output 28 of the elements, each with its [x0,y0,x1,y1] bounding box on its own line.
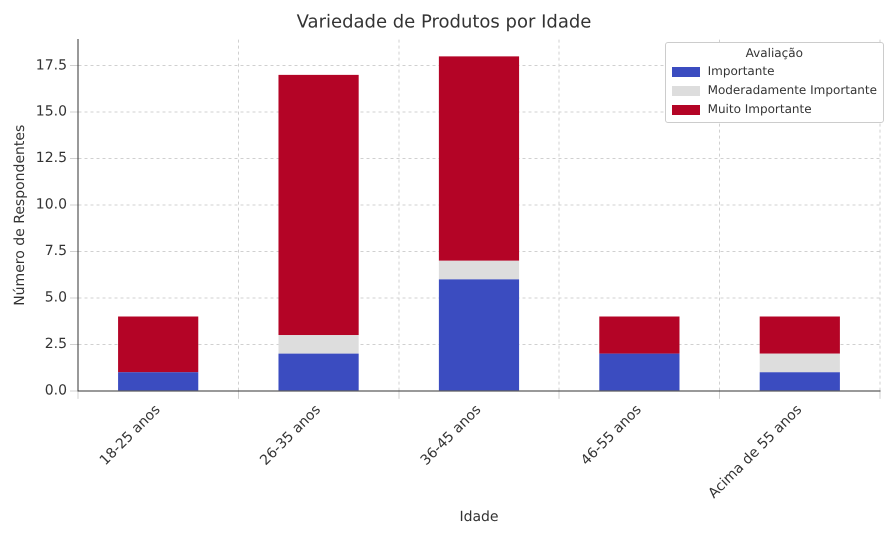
bar [438,279,520,390]
bar [118,316,198,372]
bar [278,74,359,336]
y-tick-label: 17.5 [36,57,67,74]
bar [438,56,520,261]
chart-title: Variedade de Produtos por Idade [296,11,592,32]
bar [438,260,520,280]
bar [599,354,680,390]
y-tick-label: 10.0 [36,196,67,213]
bar [118,372,198,390]
legend-label: Moderadamente Importante [708,82,877,99]
bar [278,354,359,390]
bar [760,354,840,372]
y-tick-label: 0.0 [44,382,67,398]
bar [760,372,840,390]
bar [599,316,680,354]
y-tick-label: 15.0 [36,104,67,120]
bar [760,316,840,354]
bar [278,335,359,354]
y-tick-label: 7.5 [44,243,67,260]
y-axis-title: Número de Respondentes [12,124,28,306]
legend-label: Muito Importante [708,101,812,118]
y-tick-label: 2.5 [44,336,67,352]
y-tick-label: 12.5 [36,150,67,166]
x-axis-title: Idade [459,509,499,526]
y-tick-label: 5.0 [44,290,67,306]
legend-label: Importante [708,63,774,80]
legend-title: Avaliação [744,46,804,60]
